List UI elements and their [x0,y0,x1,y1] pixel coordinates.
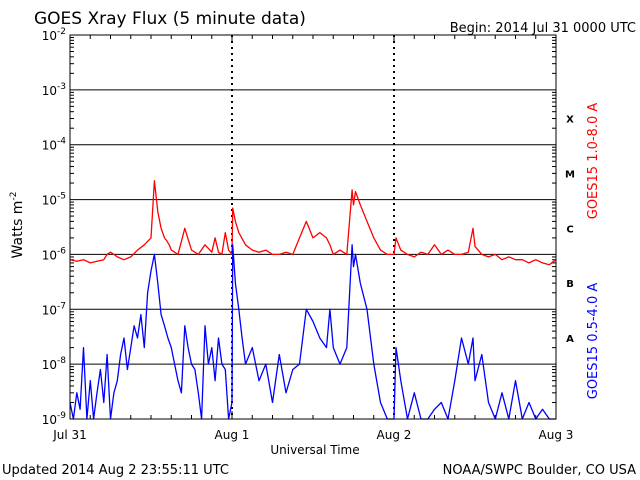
flare-class-label: M [565,169,575,180]
updated-timestamp: Updated 2014 Aug 2 23:55:11 UTC [2,463,229,478]
legend-series-2: GOES15 0.5-4.0 A [586,283,601,400]
y-tick-base: 10 [42,84,57,98]
series-line-2 [69,244,556,420]
y-axis-label-text: Watts m [10,201,26,259]
y-axis-label: Watts m-2 [9,192,26,259]
y-tick-base: 10 [42,194,57,208]
series-line-1 [69,180,557,266]
y-tick-label: 10-9 [42,411,67,427]
y-tick-label: 10-7 [42,301,66,317]
y-tick-base: 10 [42,303,57,317]
y-tick-exponent: -7 [57,301,66,311]
x-tick-label: Aug 2 [377,428,412,442]
x-tick-label: Aug 1 [215,428,250,442]
y-tick-exponent: -2 [57,27,66,37]
y-tick-exponent: -3 [57,82,66,92]
credit-label: NOAA/SWPC Boulder, CO USA [443,463,636,478]
y-tick-exponent: -5 [57,192,66,202]
y-tick-label: 10-5 [42,192,66,208]
x-tick-label: Jul 31 [52,428,87,442]
y-tick-base: 10 [42,29,57,43]
legend-series-1: GOES15 1.0-8.0 A [586,103,601,220]
chart-title: GOES Xray Flux (5 minute data) [34,9,306,29]
y-tick-base: 10 [42,413,57,427]
y-tick-exponent: -6 [57,246,66,256]
y-tick-label: 10-3 [42,82,66,98]
y-tick-base: 10 [42,139,57,153]
y-tick-base: 10 [42,358,57,372]
y-tick-exponent: -4 [57,137,66,147]
y-tick-label: 10-8 [42,356,67,372]
flare-class-label: C [566,224,573,235]
y-tick-label: 10-4 [42,137,67,153]
y-tick-exponent: -8 [57,356,66,366]
flare-class-label: X [566,115,574,126]
begin-label: Begin: 2014 Jul 31 0000 UTC [450,21,636,36]
y-axis-label-exponent: -2 [9,192,19,201]
x-axis-label: Universal Time [270,443,359,457]
y-tick-label: 10-2 [42,27,66,43]
y-tick-label: 10-6 [42,246,67,262]
y-tick-base: 10 [42,248,57,262]
x-tick-label: Aug 3 [539,428,574,442]
y-tick-exponent: -9 [57,411,66,421]
flare-class-label: A [566,334,574,345]
flare-class-label: B [566,279,574,290]
plot-frame [69,34,557,420]
